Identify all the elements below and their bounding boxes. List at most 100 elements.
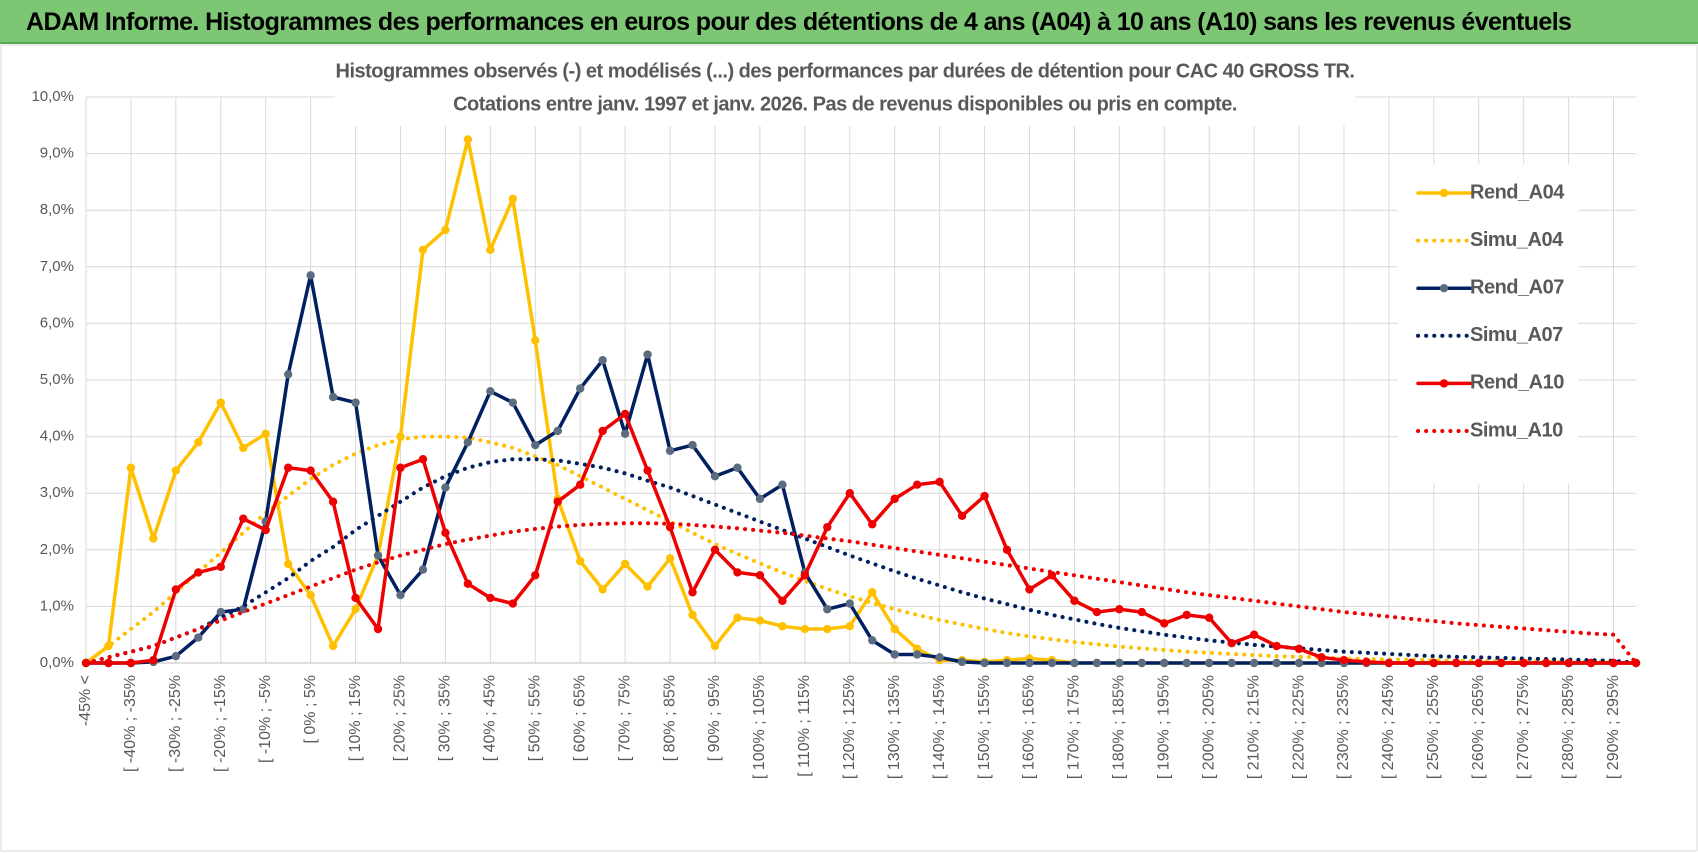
point	[553, 497, 562, 506]
point	[486, 593, 495, 603]
point	[1564, 658, 1573, 668]
point	[755, 616, 765, 625]
x-tick-label: [ 90% ; 95%	[706, 675, 723, 761]
point	[845, 489, 854, 498]
point	[1429, 658, 1439, 668]
y-tick-label: 7,0%	[40, 258, 74, 275]
point	[1115, 605, 1124, 614]
point	[216, 607, 225, 617]
x-tick-label: [ 60% ; 65%	[571, 675, 588, 761]
point	[778, 622, 787, 631]
point	[598, 585, 607, 594]
point	[1272, 658, 1281, 668]
x-tick-label: [ 10% ; 15%	[347, 675, 364, 761]
point	[1474, 658, 1483, 668]
point	[1092, 658, 1102, 668]
point	[1609, 658, 1618, 668]
y-tick-label: 4,0%	[40, 428, 74, 445]
point	[1452, 658, 1461, 668]
point	[755, 571, 765, 580]
point	[845, 622, 854, 631]
point	[688, 588, 697, 597]
point	[418, 455, 428, 464]
point	[463, 579, 473, 588]
point	[1137, 658, 1146, 668]
x-tick-label: [ -10% ; -5%	[257, 675, 274, 763]
point	[441, 483, 450, 492]
model-line	[84, 434, 1638, 665]
header: ADAM Informe. Histogrammes des performan…	[0, 0, 1698, 44]
legend-label: Rend_A04	[1470, 181, 1565, 203]
point	[239, 443, 248, 453]
title-backdrop	[335, 54, 1355, 126]
point	[800, 624, 810, 634]
y-tick-label: 1,0%	[40, 597, 74, 614]
series	[84, 434, 1638, 665]
point	[823, 605, 832, 614]
y-tick-label: 5,0%	[40, 371, 74, 388]
point	[733, 463, 742, 472]
point	[1137, 607, 1146, 617]
point	[306, 590, 315, 600]
y-tick-label: 6,0%	[40, 314, 74, 331]
point	[710, 545, 720, 554]
model-line	[84, 521, 1638, 665]
point	[194, 438, 203, 447]
point	[1541, 658, 1551, 668]
point	[733, 568, 742, 577]
point	[845, 599, 854, 608]
x-tick-label: [ 210% ; 215%	[1245, 675, 1262, 779]
y-tick-label: 2,0%	[40, 541, 74, 558]
point	[531, 440, 540, 450]
point	[620, 429, 630, 438]
legend-label: Rend_A07	[1470, 276, 1564, 298]
point	[531, 571, 540, 580]
chart-subtitle: Cotations entre janv. 1997 et janv. 2026…	[453, 93, 1237, 115]
x-tick-label: [ 120% ; 125%	[841, 675, 858, 779]
point	[688, 610, 697, 620]
point	[980, 658, 989, 668]
point	[1339, 655, 1349, 665]
point	[868, 520, 877, 529]
point	[733, 613, 742, 622]
point	[1025, 585, 1034, 594]
point	[283, 559, 293, 569]
x-tick-label: [ 0% ; 5%	[302, 675, 319, 743]
point	[463, 135, 473, 144]
point	[643, 582, 652, 591]
x-tick-label: [ 140% ; 145%	[931, 675, 948, 779]
point	[598, 355, 607, 365]
legend-marker	[1439, 188, 1449, 198]
point	[261, 525, 270, 535]
point	[890, 494, 899, 504]
point	[194, 568, 203, 577]
point	[149, 655, 158, 665]
point	[912, 480, 922, 489]
point	[508, 194, 518, 204]
point	[1249, 658, 1259, 668]
x-tick-label: [ -40% ; -35%	[122, 675, 139, 772]
point	[306, 271, 315, 280]
point	[710, 472, 720, 481]
point	[531, 336, 540, 345]
x-tick-label: [ 110% ; 115%	[796, 675, 813, 777]
x-tick-label: [ 270% ; 275%	[1515, 675, 1532, 779]
legend-label: Rend_A10	[1470, 372, 1564, 394]
point	[239, 514, 248, 523]
y-tick-label: 8,0%	[40, 201, 74, 218]
point	[149, 534, 158, 543]
point	[890, 650, 899, 659]
point	[1115, 658, 1124, 668]
point	[643, 466, 652, 475]
chart-title: Histogrammes observés (-) et modélisés (…	[336, 60, 1355, 82]
x-tick-label: [ 290% ; 295%	[1605, 675, 1622, 779]
legend-label: Simu_A04	[1470, 229, 1564, 251]
point	[1160, 619, 1169, 628]
model-line	[84, 457, 1638, 665]
point	[1407, 658, 1416, 668]
x-tick-label: [ 70% ; 75%	[616, 675, 633, 761]
x-tick-label: [ 250% ; 255%	[1425, 675, 1442, 779]
point	[351, 605, 360, 614]
point	[328, 641, 338, 651]
point	[1294, 644, 1304, 654]
